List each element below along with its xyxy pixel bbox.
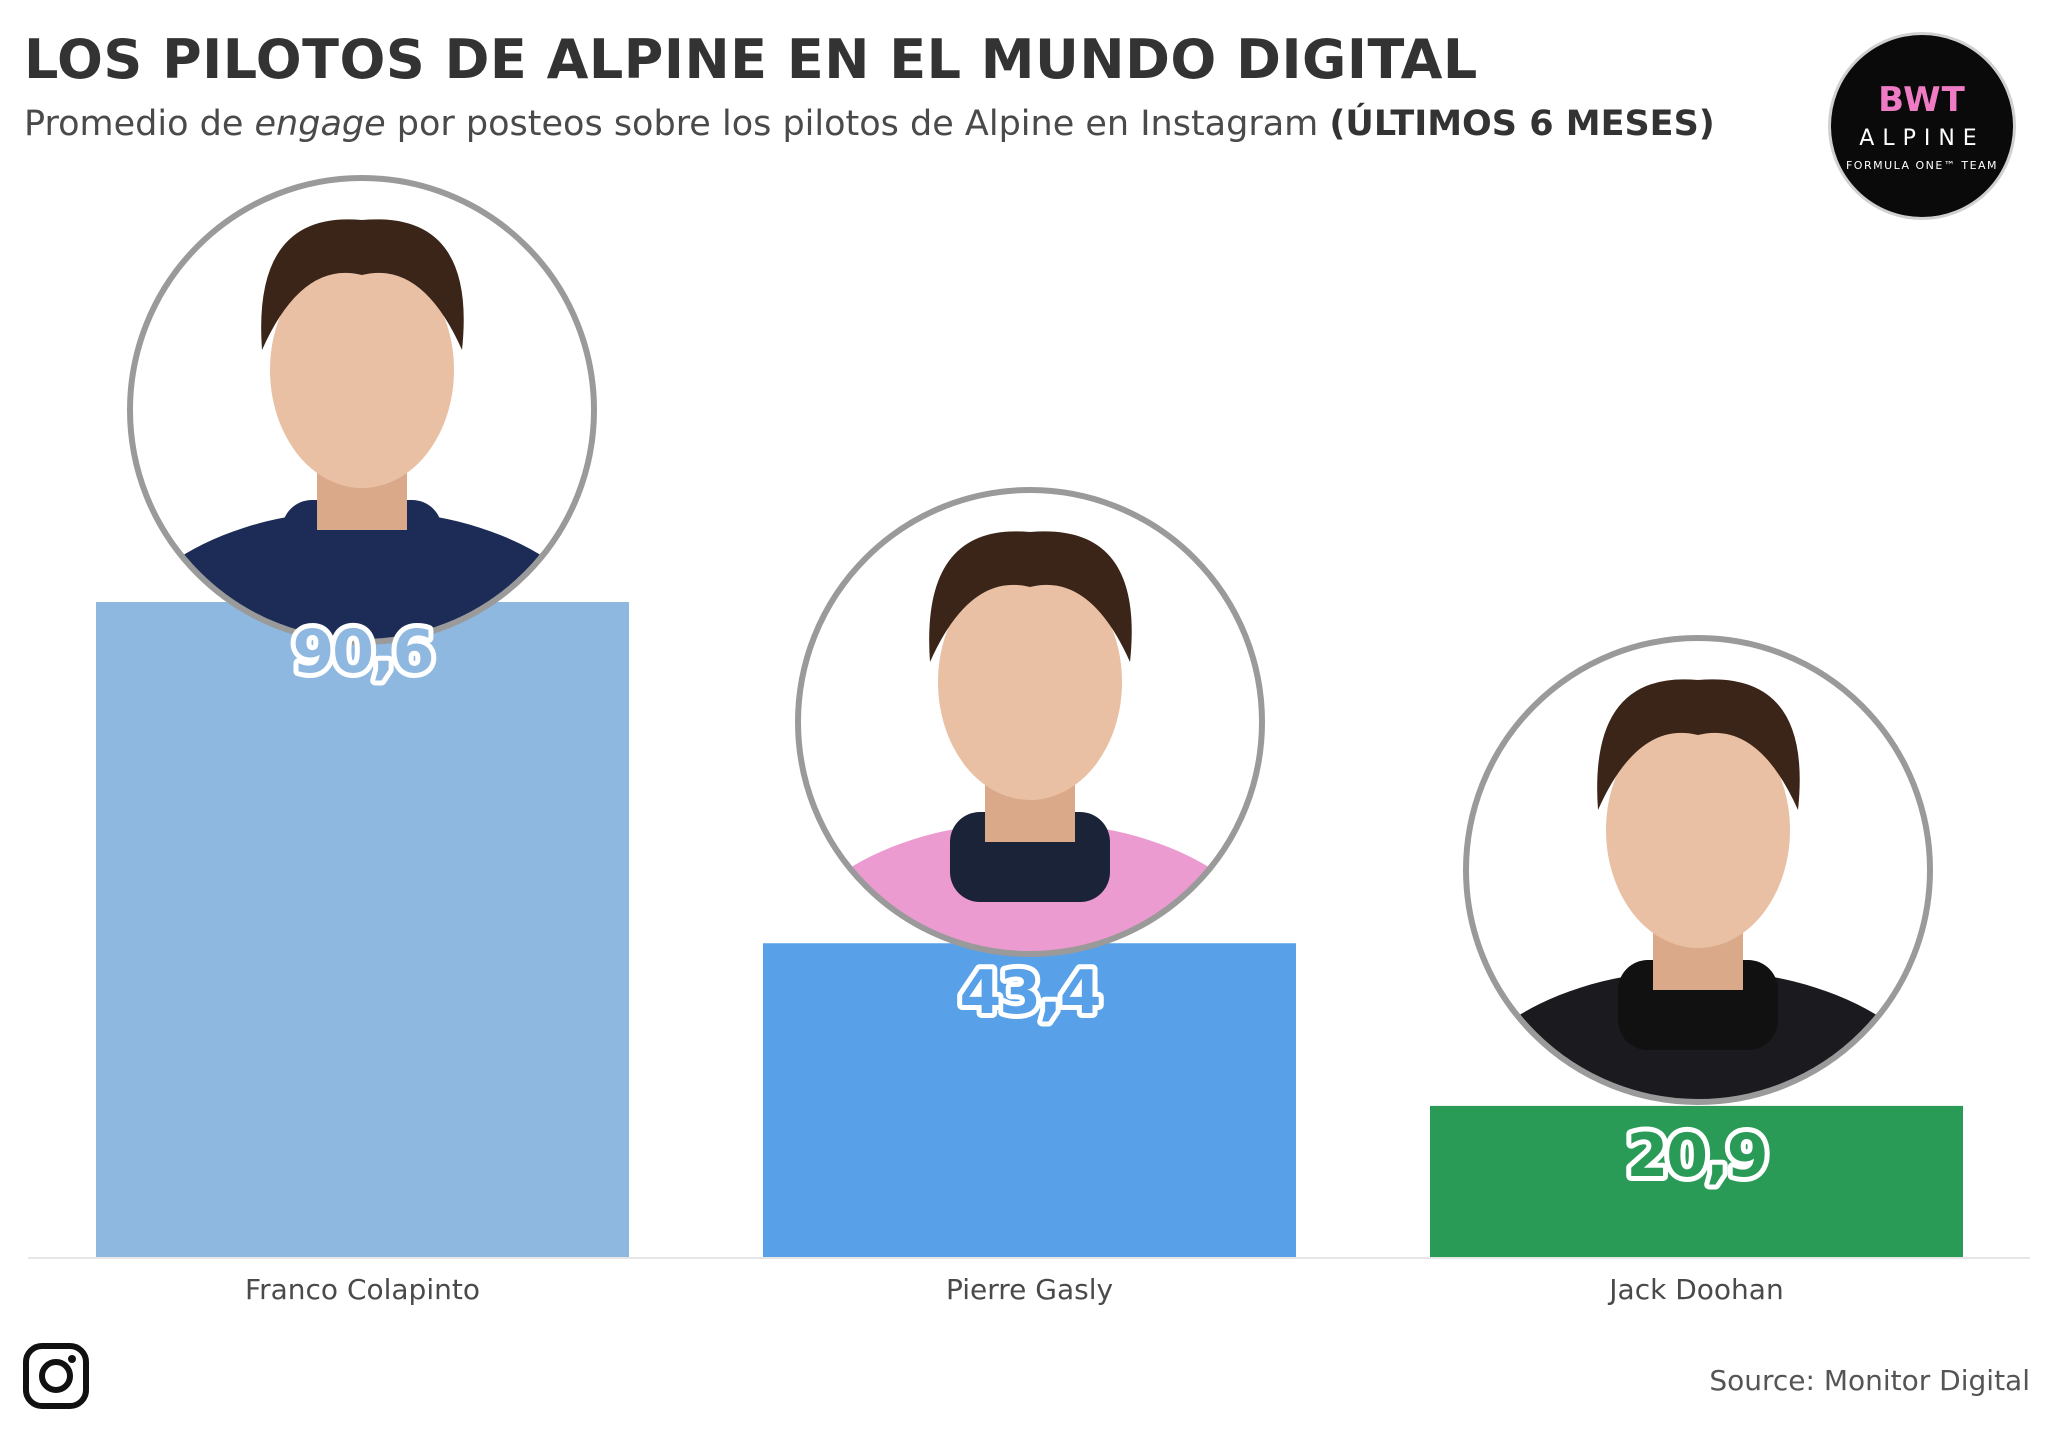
subtitle-emphasis: engage [254,104,386,144]
logo-team-text: FORMULA ONE™ TEAM [1845,159,1999,172]
chart-title: LOS PILOTOS DE ALPINE EN EL MUNDO DIGITA… [24,28,1478,91]
subtitle-part-2: por posteos sobre los pilotos de Alpine … [385,104,1330,144]
bar-franco-colapinto [96,602,629,1257]
value-label-3: 20,9 [1626,1121,1766,1191]
chart-subtitle: Promedio de engage por posteos sobre los… [24,104,1715,144]
driver-photo-jack-doohan [1466,638,1930,1102]
subtitle-part-1: Promedio de [24,104,255,144]
category-labels-group: Franco Colapinto Pierre Gasly Jack Doohan [245,1273,1784,1306]
photo-frame-2 [795,487,1265,957]
category-label-3: Jack Doohan [1607,1273,1783,1306]
driver-photo-pierre-gasly [798,490,1262,954]
category-label-2: Pierre Gasly [946,1273,1113,1306]
subtitle-period: (ÚLTIMOS 6 MESES) [1329,104,1715,144]
photo-frame-3 [1463,635,1933,1105]
source-note: Source: Monitor Digital [1709,1364,2030,1397]
bar-pierre-gasly [763,943,1296,1257]
logo-bwt-text: BWT [1878,80,1966,120]
driver-photos-group [127,175,1933,1105]
bars-group [96,602,1963,1257]
photo-frame-1 [127,175,597,645]
logo-alpine-text: ALPINE [1859,126,1985,151]
driver-photo-franco-colapinto [130,178,594,642]
instagram-icon [23,1343,89,1409]
bar-jack-doohan [1430,1105,1963,1257]
category-label-1: Franco Colapinto [245,1273,480,1306]
alpine-team-logo: BWT ALPINE FORMULA ONE™ TEAM [1828,32,2016,220]
value-label-1: 90,6 [292,617,432,687]
value-labels-group: 90,6 43,4 20,9 [287,612,1773,1196]
value-label-2: 43,4 [959,958,1099,1028]
